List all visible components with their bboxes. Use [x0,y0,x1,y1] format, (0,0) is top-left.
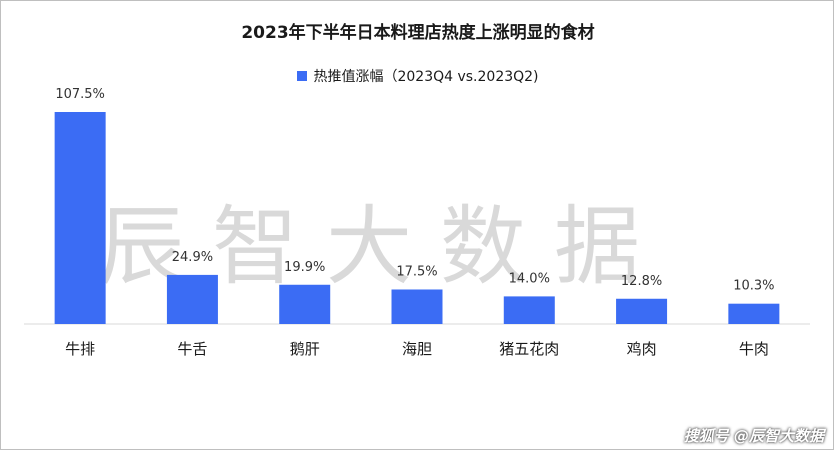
x-tick-label-3: 海胆 [402,340,432,358]
bar-0 [54,112,106,324]
bar-3 [391,289,443,324]
data-label-5: 12.8% [621,274,662,289]
x-tick-label-2: 鹅肝 [290,340,320,358]
data-label-3: 17.5% [396,264,437,279]
bar-6 [728,303,780,324]
x-tick-label-4: 猪五花肉 [499,340,559,358]
bar-5 [616,298,668,324]
bar-2 [279,284,331,324]
chart-title: 2023年下半年日本料理店热度上涨明显的食材 [241,23,595,43]
x-tick-label-6: 牛肉 [739,340,769,358]
data-label-6: 10.3% [733,279,774,294]
footer-source: 搜狐号 @辰智大数据 [683,427,824,445]
data-label-1: 24.9% [172,250,213,265]
bar-4 [503,296,555,324]
legend-label: 热推值涨幅（2023Q4 vs.2023Q2) [313,69,539,85]
data-label-2: 19.9% [284,260,325,275]
data-label-4: 14.0% [509,271,550,286]
data-label-0: 107.5% [55,87,105,102]
bar-1 [166,274,218,324]
x-tick-label-0: 牛排 [65,340,95,358]
chart-legend: 热推值涨幅（2023Q4 vs.2023Q2) [0,66,836,86]
legend-swatch [297,71,308,81]
x-tick-label-1: 牛舌 [177,340,207,358]
x-tick-label-5: 鸡肉 [627,340,657,358]
